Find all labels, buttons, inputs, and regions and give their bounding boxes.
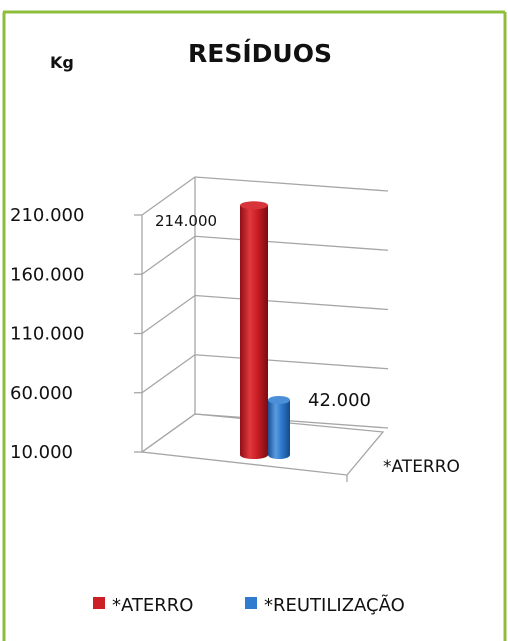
legend-swatch-aterro [93, 597, 105, 609]
y-tick-label-1: 60.000 [10, 383, 73, 404]
bar-aterro-base [240, 451, 268, 459]
data-label-aterro: 214.000 [155, 212, 217, 230]
legend-label-aterro: *ATERRO [112, 595, 193, 616]
legend-swatch-reutilizacao [245, 597, 257, 609]
bar-aterro-body [240, 205, 268, 455]
bars: 214.000 42.000 [155, 201, 371, 459]
y-axis-unit: Kg [50, 53, 74, 72]
bar-reutilizacao-body [268, 400, 290, 455]
y-tick-label-3: 160.000 [10, 264, 84, 285]
category-label: *ATERRO [383, 457, 460, 477]
bar-reutilizacao [268, 396, 290, 459]
y-tick-label-4: 210.000 [10, 205, 84, 226]
bar-aterro-top [240, 201, 268, 210]
y-tick-label-0: 10.000 [10, 442, 73, 463]
bar-aterro [240, 201, 268, 459]
legend: *ATERRO *REUTILIZAÇÃO [93, 594, 405, 616]
chart-title: RESÍDUOS [188, 39, 332, 68]
bar-reutilizacao-top [268, 396, 290, 404]
legend-label-reutilizacao: *REUTILIZAÇÃO [264, 594, 405, 616]
y-tick-label-2: 110.000 [10, 324, 84, 345]
data-label-reutilizacao: 42.000 [308, 390, 371, 411]
y-axis-ticks: 10.000 60.000 110.000 160.000 210.000 [10, 205, 84, 463]
chart-floor [140, 413, 385, 482]
floor-outline [140, 413, 385, 476]
bar-reutilizacao-base [268, 451, 290, 459]
